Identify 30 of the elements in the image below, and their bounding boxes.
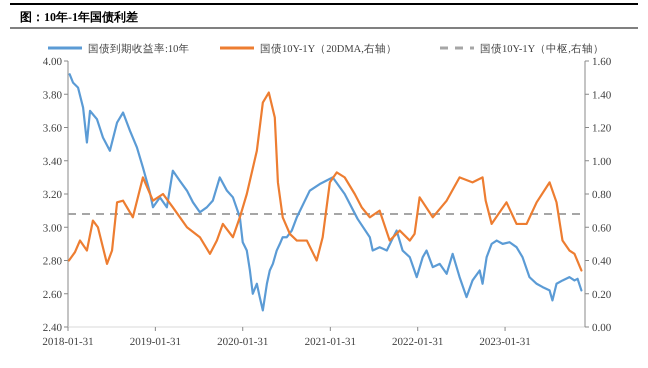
y-tick-label: 2.80 — [42, 256, 62, 268]
x-tick-label: 2019-01-31 — [130, 336, 182, 348]
x-tick-label: 2018-01-31 — [42, 336, 94, 348]
legend-label: 国债到期收益率:10年 — [88, 42, 190, 55]
legend-label: 国债10Y-1Y（中枢,右轴） — [480, 42, 604, 55]
line-series — [68, 73, 583, 312]
y-tick-label: 3.40 — [42, 156, 62, 168]
x-tick-label: 2022-01-31 — [392, 336, 444, 348]
y-tick-label: 4.00 — [42, 56, 62, 68]
legend-label: 国债10Y-1Y（20DMA,右轴） — [260, 42, 397, 55]
y2-tick-label: 1.40 — [592, 89, 612, 102]
y-tick-label: 2.40 — [42, 322, 62, 334]
y2-tick-label: 0.40 — [592, 256, 612, 268]
line-series — [68, 91, 583, 272]
y2-tick-label: 0.60 — [592, 222, 612, 234]
x-tick-label: 2020-01-31 — [217, 336, 268, 348]
y-tick-label: 3.80 — [42, 89, 62, 102]
y2-tick-label: 1.60 — [592, 56, 612, 68]
x-tick-label: 2021-01-31 — [304, 336, 356, 348]
chart-title: 图：10年-1年国债利差 — [20, 10, 138, 24]
y-tick-label: 3.00 — [42, 222, 62, 234]
y-tick-label: 2.60 — [42, 288, 62, 301]
y-tick-label: 3.60 — [42, 122, 62, 134]
y2-tick-label: 1.00 — [592, 156, 612, 168]
y2-tick-label: 0.00 — [592, 322, 612, 334]
x-tick-label: 2023-01-31 — [479, 336, 531, 348]
y2-tick-label: 0.20 — [592, 288, 612, 301]
y2-tick-label: 0.80 — [592, 189, 612, 201]
y-tick-label: 3.20 — [42, 189, 62, 201]
y2-tick-label: 1.20 — [592, 122, 612, 134]
